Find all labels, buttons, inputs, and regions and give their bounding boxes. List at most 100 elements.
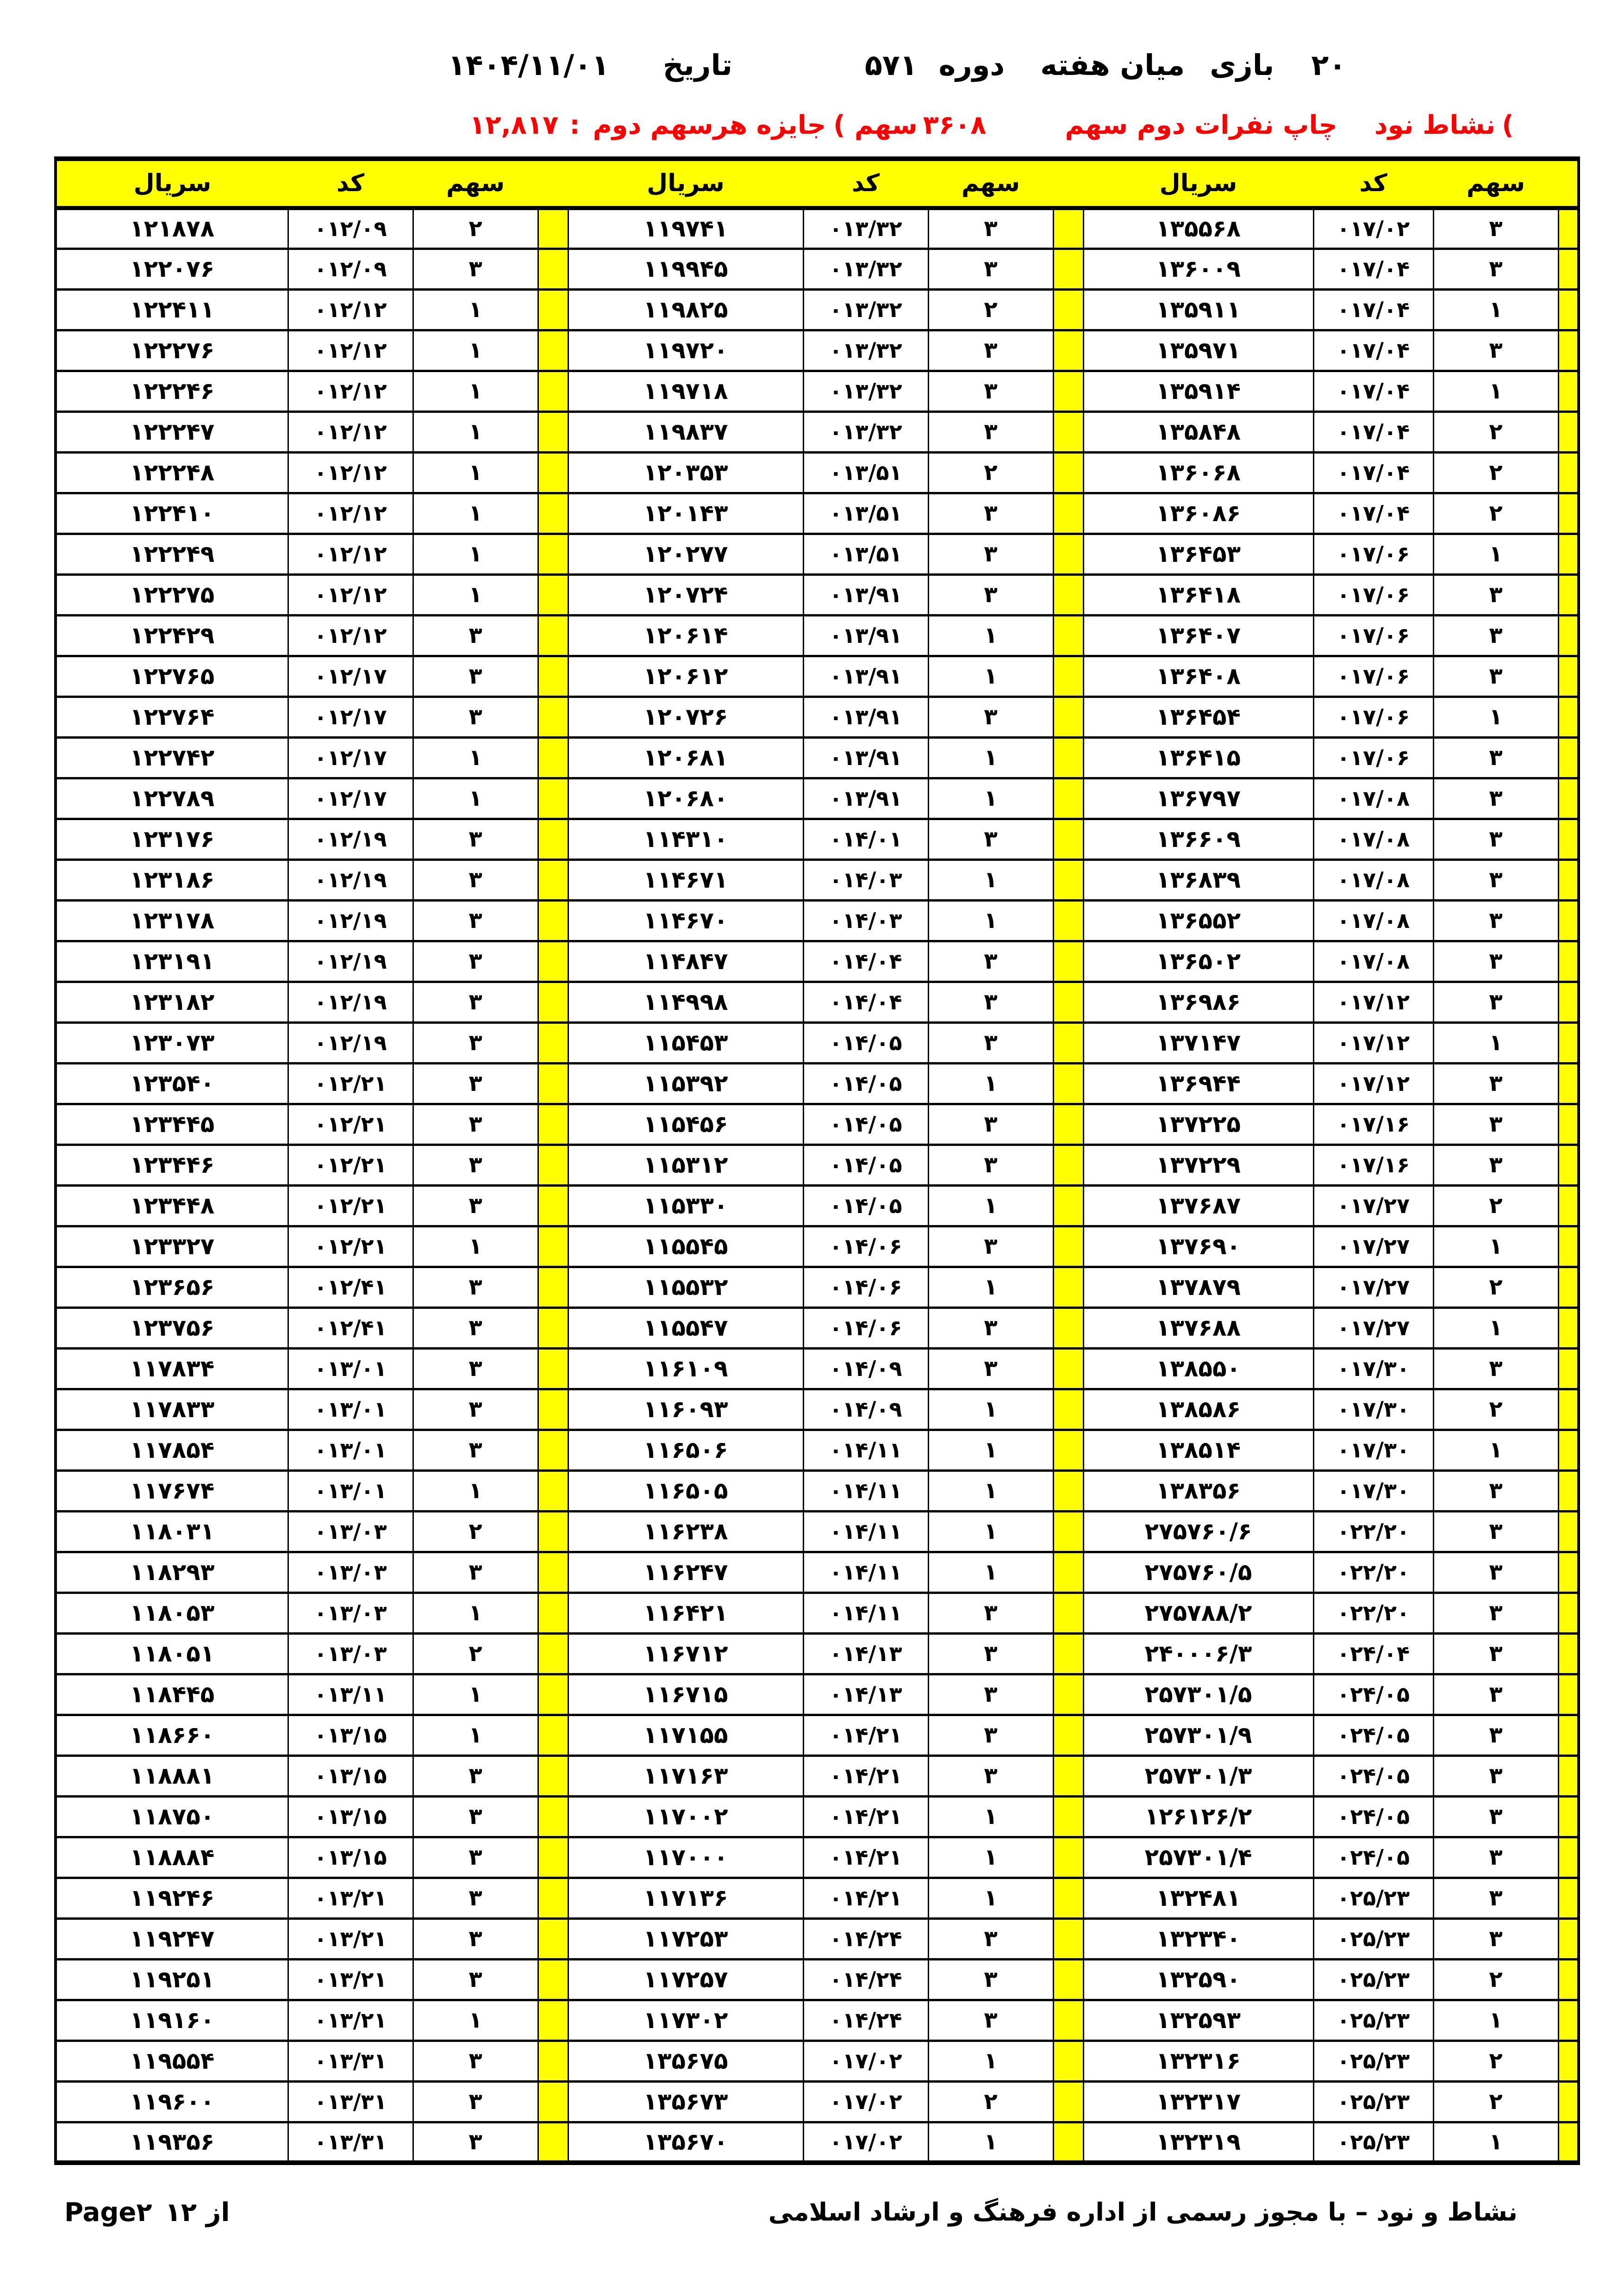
table-row: ۱۲۳۷۵۶ ۰۱۲/۴۱ ۳ ۱۱۵۵۴۷ ۰۱۴/۰۶ ۳ ۱۳۷۶۸۸ ۰۱۷/۲۷ ۱: [55, 1306, 1580, 1350]
share-cell: ۳: [412, 1550, 539, 1594]
table-row: ۱۱۸۲۹۳ ۰۱۳/۰۳ ۳ ۱۱۶۲۴۷ ۰۱۴/۱۱ ۱ ۲۷۵۷۶۰/۵ ۰۲۲/۲۰…: [55, 1550, 1580, 1594]
code-cell: ۰۲۲/۲۰: [1312, 1550, 1434, 1594]
code-cell: ۰۱۷/۰۸: [1312, 777, 1434, 820]
group-separator: [1052, 1062, 1084, 1105]
serial-cell: ۱۱۹۲۴۷: [55, 1917, 289, 1960]
group-separator-edge: [1557, 1225, 1580, 1268]
col-header-share-left: سهم: [413, 159, 538, 210]
code-cell: ۰۱۲/۱۹: [287, 980, 414, 1024]
serial-cell: ۱۱۷۸۳۳: [55, 1388, 289, 1431]
group-separator: [1052, 1347, 1084, 1390]
share-cell: ۱: [927, 899, 1054, 942]
header-separator-edge: [1558, 159, 1579, 210]
table-row: ۱۲۲۷۶۴ ۰۱۲/۱۷ ۳ ۱۲۰۷۲۶ ۰۱۳/۹۱ ۳ ۱۳۶۴۵۴ ۰۱۷/۰۶ ۱: [55, 695, 1580, 739]
code-cell: ۰۱۳/۰۳: [287, 1632, 414, 1675]
page-current: ۲: [136, 2197, 152, 2228]
group-separator-edge: [1557, 1143, 1580, 1187]
group-separator-edge: [1557, 2080, 1580, 2123]
code-cell: ۰۱۳/۲۱: [287, 1917, 414, 1960]
code-cell: ۰۱۳/۳۲: [802, 329, 929, 372]
group-separator: [537, 1836, 569, 1879]
serial-cell: ۱۲۲۲۴۶: [55, 369, 289, 413]
share-cell: ۳: [412, 614, 539, 657]
code-cell: ۰۱۲/۱۹: [287, 1021, 414, 1064]
share-cell: ۱: [1432, 2121, 1559, 2164]
serial-cell: ۱۱۷۱۵۵: [567, 1713, 804, 1757]
code-cell: ۰۱۳/۵۱: [802, 451, 929, 494]
share-cell: ۳: [412, 940, 539, 983]
serial-cell: ۱۳۶۴۰۷: [1082, 614, 1314, 657]
code-cell: ۰۱۴/۰۱: [802, 817, 929, 861]
share-cell: ۳: [1432, 1347, 1559, 1390]
serial-cell: ۱۱۵۵۴۷: [567, 1306, 804, 1350]
share-cell: ۳: [927, 369, 1054, 413]
share-cell: ۳: [412, 1754, 539, 1798]
serial-cell: ۱۲۲۲۴۷: [55, 410, 289, 454]
code-cell: ۰۱۲/۱۲: [287, 451, 414, 494]
shares-count: ۳۶۰۸: [923, 110, 987, 140]
group-separator: [1052, 1225, 1084, 1268]
col-header-code-left: كد: [288, 159, 413, 210]
table-row: ۱۱۷۸۳۳ ۰۱۳/۰۱ ۳ ۱۱۶۰۹۳ ۰۱۴/۰۹ ۱ ۱۳۸۵۸۶ ۰۱۷/۳۰ ۲: [55, 1388, 1580, 1431]
group-separator: [1052, 980, 1084, 1024]
share-cell: ۳: [412, 654, 539, 698]
group-separator: [1052, 614, 1084, 657]
serial-cell: ۱۳۵۹۷۱: [1082, 329, 1314, 372]
code-cell: ۰۱۷/۰۲: [802, 2121, 929, 2164]
code-cell: ۰۲۵/۲۳: [1312, 2080, 1434, 2123]
code-cell: ۰۱۲/۱۲: [287, 329, 414, 372]
code-cell: ۰۲۴/۰۵: [1312, 1754, 1434, 1798]
share-cell: ۳: [1432, 899, 1559, 942]
group-separator: [1052, 1591, 1084, 1635]
share-cell: ۳: [412, 817, 539, 861]
code-cell: ۰۱۳/۰۱: [287, 1428, 414, 1472]
table-row: ۱۱۸۰۵۳ ۰۱۳/۰۳ ۱ ۱۱۶۴۲۱ ۰۱۴/۱۱ ۳ ۲۷۵۷۸۸/۲ ۰۲۲/۲۰…: [55, 1591, 1580, 1635]
group-separator: [537, 1632, 569, 1675]
serial-cell: ۱۲۰۶۸۰: [567, 777, 804, 820]
group-separator: [537, 736, 569, 779]
group-separator-edge: [1557, 1713, 1580, 1757]
code-cell: ۰۲۵/۲۳: [1312, 2121, 1434, 2164]
code-cell: ۰۱۴/۲۱: [802, 1754, 929, 1798]
group-separator-edge: [1557, 1795, 1580, 1838]
share-cell: ۱: [927, 1062, 1054, 1105]
share-cell: ۳: [1432, 1062, 1559, 1105]
serial-cell: ۱۲۳۷۵۶: [55, 1306, 289, 1350]
serial-cell: ۱۱۶۰۹۳: [567, 1388, 804, 1431]
serial-cell: ۱۱۹۱۶۰: [55, 1998, 289, 2042]
group-separator-edge: [1557, 288, 1580, 331]
share-cell: ۱: [412, 1998, 539, 2042]
col-header-code-right: كد: [1313, 159, 1433, 210]
code-cell: ۰۱۴/۲۱: [802, 1876, 929, 1920]
group-separator-edge: [1557, 2121, 1580, 2164]
serial-cell: ۱۱۹۹۴۵: [567, 247, 804, 291]
group-separator-edge: [1557, 858, 1580, 902]
serial-cell: ۱۱۵۳۳۰: [567, 1184, 804, 1227]
group-separator: [537, 288, 569, 331]
code-cell: ۰۱۳/۵۱: [802, 492, 929, 535]
code-cell: ۰۱۳/۱۵: [287, 1713, 414, 1757]
share-cell: ۳: [412, 2039, 539, 2083]
share-cell: ۳: [412, 1836, 539, 1879]
table-row: ۱۲۱۸۷۸ ۰۱۲/۰۹ ۲ ۱۱۹۷۴۱ ۰۱۳/۳۲ ۳ ۱۳۵۵۶۸ ۰۱۷/۰۲ ۳: [55, 206, 1580, 250]
group-separator: [1052, 492, 1084, 535]
group-separator-edge: [1557, 1998, 1580, 2042]
share-cell: ۱: [412, 288, 539, 331]
code-cell: ۰۲۴/۰۵: [1312, 1836, 1434, 1879]
group-separator: [1052, 1388, 1084, 1431]
col-header-share-right: سهم: [1433, 159, 1558, 210]
serial-cell: ۱۳۷۲۲۹: [1082, 1143, 1314, 1187]
share-cell: ۲: [1432, 1388, 1559, 1431]
serial-cell: ۱۳۸۵۸۶: [1082, 1388, 1314, 1431]
serial-cell: ۱۲۰۱۴۳: [567, 492, 804, 535]
serial-cell: ۱۳۲۴۸۱: [1082, 1876, 1314, 1920]
table-row: ۱۱۹۳۵۶ ۰۱۳/۳۱ ۳ ۱۳۵۶۷۰ ۰۱۷/۰۲ ۱ ۱۳۲۳۱۹ ۰۲۵/۲۳ ۱: [55, 2121, 1580, 2164]
serial-cell: ۲۵۷۳۰۱/۴: [1082, 1836, 1314, 1879]
group-separator-edge: [1557, 899, 1580, 942]
code-cell: ۰۲۴/۰۵: [1312, 1795, 1434, 1838]
share-cell: ۳: [412, 1388, 539, 1431]
serial-cell: ۱۱۶۷۱۲: [567, 1632, 804, 1675]
code-cell: ۰۱۴/۲۱: [802, 1836, 929, 1879]
serial-cell: ۱۲۲۷۶۵: [55, 654, 289, 698]
code-cell: ۰۱۲/۰۹: [287, 206, 414, 250]
